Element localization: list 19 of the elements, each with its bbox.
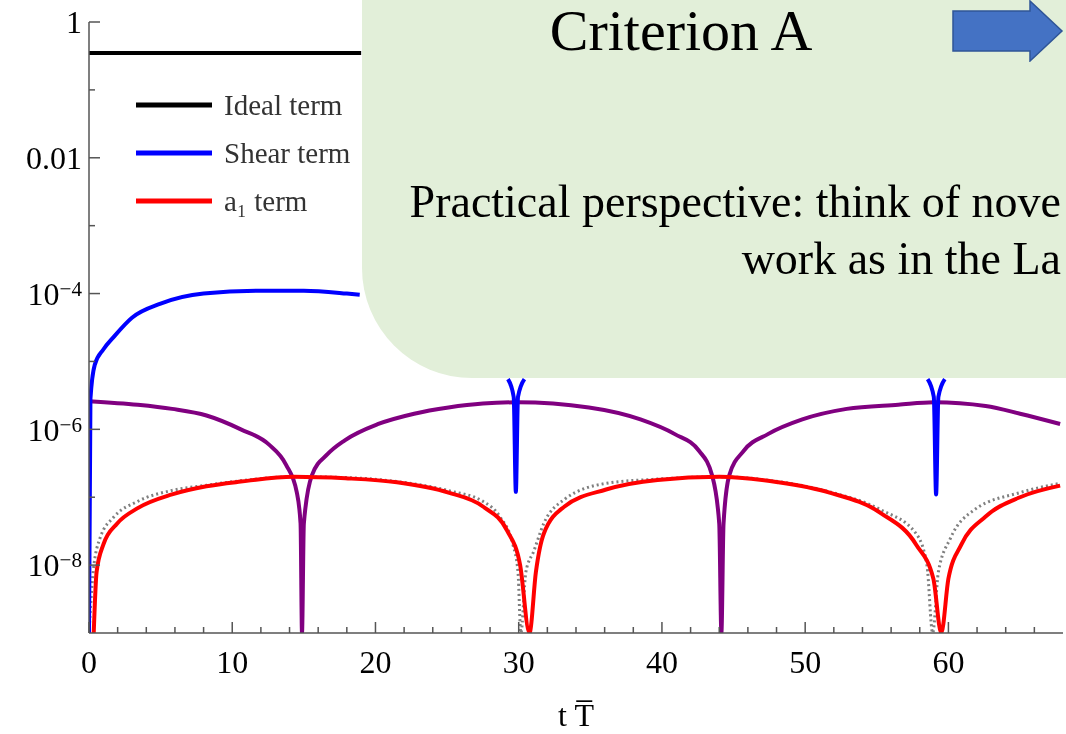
legend-label: a₁ term [224, 184, 308, 217]
y-tick-label: 0.01 [26, 139, 82, 176]
x-tick-label: 30 [502, 644, 535, 681]
x-tick-label: 60 [932, 644, 965, 681]
x-tick-label: 10 [216, 644, 249, 681]
y-tick-label: 10$^{−4}$ [27, 275, 83, 312]
annotation: Criterion A [548, 0, 814, 63]
y-tick-label: 10$^{−8}$ [27, 547, 82, 584]
x-axis-title: t T̅ [558, 697, 595, 733]
y-tick-label: 1 [66, 4, 82, 41]
annotation: work as in the La [741, 233, 1061, 284]
legend-label: Ideal term [224, 88, 343, 121]
annotation: Practical perspective: think of nove [409, 176, 1061, 227]
x-tick-label: 50 [789, 644, 822, 681]
y-tick-label: 10$^{−6}$ [27, 411, 82, 448]
legend-label: Shear term [224, 136, 351, 169]
x-tick-label: 40 [645, 644, 678, 681]
x-tick-label: 0 [81, 644, 97, 681]
x-tick-label: 20 [359, 644, 392, 681]
